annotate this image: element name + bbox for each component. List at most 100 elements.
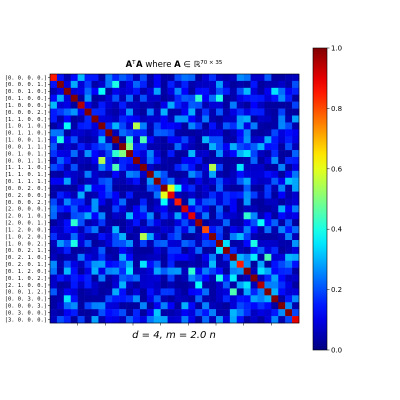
heatmap-cell [56,80,65,89]
heatmap-cell [243,267,251,275]
heatmap-cell [98,136,106,144]
heatmap-cell [56,260,65,268]
heatmap-cell [160,94,168,102]
heatmap-cell [56,136,65,144]
heatmap-cell [264,177,272,185]
heatmap-cell [188,288,196,296]
heatmap-cell [160,143,168,151]
heatmap-cell [105,163,113,172]
heatmap-cell [153,122,161,130]
heatmap-cell [119,143,127,151]
heatmap-cell [139,115,148,123]
heatmap-cell [77,150,85,158]
heatmap-cell [50,122,58,130]
heatmap-cell [243,226,251,234]
heatmap-cell [229,108,237,116]
heatmap-cell [278,233,286,241]
heatmap-cell [188,150,196,158]
heatmap-cell [222,205,231,213]
heatmap-cell [139,150,148,158]
heatmap-cell [181,184,189,192]
heatmap-cell [70,170,78,178]
heatmap-cell [209,198,217,206]
heatmap-cell [91,177,99,185]
heatmap-cell [50,108,58,116]
heatmap-cell [105,246,113,255]
heatmap-cell [70,274,78,282]
heatmap-cell [285,108,293,116]
heatmap-cell [264,281,272,289]
heatmap-cell [70,87,78,95]
heatmap-cell [174,288,182,296]
heatmap-cell [257,94,265,102]
heatmap-cell [167,240,175,248]
heatmap-cell [146,122,154,130]
heatmap-cell [56,143,65,151]
heatmap-cell [285,157,293,165]
heatmap-cell [112,157,120,165]
heatmap-cell [50,198,58,206]
heatmap-cell [264,170,272,178]
heatmap-cell [160,260,168,268]
heatmap-cell [77,143,85,151]
heatmap-cell [56,316,65,324]
heatmap-cell [126,191,134,199]
row-label: [0. 0. 0. 2.] [5,200,47,206]
heatmap-cell [146,177,154,185]
heatmap-cell [77,240,85,248]
heatmap-cell [167,129,175,137]
heatmap-cell [56,295,65,303]
heatmap-cell [285,198,293,206]
heatmap-cell [222,316,231,324]
heatmap-cell [146,302,154,310]
heatmap-cell [160,150,168,158]
heatmap-cell [126,316,134,324]
heatmap-cell [285,246,293,255]
heatmap-cell [243,101,251,109]
heatmap-cell [257,309,265,317]
heatmap-cell [209,240,217,248]
heatmap-cell [216,274,224,282]
heatmap-cell [119,219,127,227]
heatmap-cell [112,177,120,185]
heatmap-cell [50,101,58,109]
heatmap-cell [84,163,92,172]
heatmap-cell [292,253,300,261]
heatmap-cell [216,122,224,130]
heatmap-cell [70,184,78,192]
heatmap-cell [146,316,154,324]
heatmap-cell [56,150,65,158]
heatmap-cell [278,212,286,220]
heatmap-cell [181,281,189,289]
heatmap-cell [119,267,127,275]
heatmap-cell [195,191,203,199]
heatmap-cell [70,260,78,268]
row-label: [0. 0. 2. 0.] [5,186,47,192]
heatmap-cell [271,267,279,275]
heatmap-cell [98,267,106,275]
heatmap-cell [146,253,154,261]
heatmap-cell [292,219,300,227]
heatmap-cell [133,122,141,130]
heatmap-cell [133,94,141,102]
row-label: [0. 1. 1. 0.] [5,131,47,137]
heatmap-cell [243,205,251,213]
heatmap-cell [70,177,78,185]
heatmap-cell [257,267,265,275]
heatmap-cell [167,87,175,95]
heatmap-cell [285,219,293,227]
heatmap-cell [209,253,217,261]
heatmap-cell [222,101,231,109]
heatmap-cell [250,302,258,310]
heatmap-cell [98,143,106,151]
heatmap-cell [285,302,293,310]
heatmap-cell [188,94,196,102]
heatmap-cell [202,295,210,303]
heatmap-cell [105,226,113,234]
heatmap-cell [257,233,265,241]
heatmap-cell [153,316,161,324]
heatmap-cell [243,233,251,241]
heatmap-cell [70,233,78,241]
heatmap-cell [126,281,134,289]
heatmap-cell [285,253,293,261]
